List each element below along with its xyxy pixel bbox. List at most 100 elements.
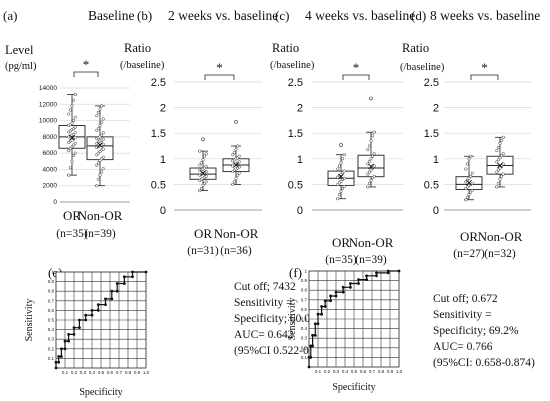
data-point xyxy=(470,188,474,193)
roc-point xyxy=(313,322,317,326)
data-point xyxy=(68,108,72,112)
roc-point xyxy=(375,271,378,275)
data-point xyxy=(73,131,77,135)
data-point xyxy=(198,188,202,193)
roc-point xyxy=(329,294,332,298)
data-point xyxy=(198,163,202,167)
y-axis-unit: (pg/ml) xyxy=(5,61,37,72)
y-tick-label: 10000 xyxy=(39,118,57,125)
category-label: Non-OR xyxy=(478,229,523,244)
data-point xyxy=(341,157,345,161)
data-point xyxy=(73,141,77,145)
y-axis-label: Level xyxy=(5,43,34,57)
data-point xyxy=(95,184,99,188)
x-axis-label: Specificity xyxy=(79,387,122,398)
y-tick-label: 14000 xyxy=(39,85,57,92)
roc-point xyxy=(349,285,352,289)
roc-point xyxy=(90,313,94,317)
data-point xyxy=(495,170,499,174)
data-point xyxy=(501,172,505,176)
x-tick-label: 0.9 xyxy=(134,370,141,375)
roc-point xyxy=(386,271,390,275)
data-point xyxy=(372,164,376,168)
data-point xyxy=(101,137,105,141)
roc-point xyxy=(72,333,76,336)
y-tick-label: 6000 xyxy=(43,150,58,157)
significance-star: * xyxy=(481,60,488,75)
roc-point xyxy=(104,303,107,307)
roc-point xyxy=(96,303,100,307)
roc-point xyxy=(329,299,332,303)
roc-point xyxy=(334,294,338,298)
mean-marker xyxy=(338,173,344,180)
y-tick-label: 0.5 xyxy=(424,179,439,191)
outlier-point xyxy=(369,96,373,101)
category-label: OR xyxy=(460,229,478,244)
data-point xyxy=(98,107,102,111)
roc-point xyxy=(323,305,327,308)
data-point xyxy=(339,179,343,183)
data-point xyxy=(101,167,105,171)
data-point xyxy=(67,149,71,153)
data-point xyxy=(101,117,105,121)
y-tick-label: 0.5 xyxy=(48,318,55,323)
data-point xyxy=(495,149,499,153)
data-point xyxy=(100,170,104,174)
data-point xyxy=(198,149,202,153)
boxplot-panel-3: (c) 4 weeks vs. baseline Ratio (/baseline) 0… xyxy=(270,8,415,266)
y-tick-label: 0.9 xyxy=(48,279,55,284)
y-axis-label: Sensitivity xyxy=(24,299,35,342)
data-point xyxy=(469,154,473,158)
data-point xyxy=(369,139,373,143)
y-tick-label: 12000 xyxy=(39,101,57,108)
data-point xyxy=(96,177,100,181)
sample-size-label: (n=35) xyxy=(325,254,357,266)
y-tick-label: 0.5 xyxy=(288,179,303,191)
category-label: Non-OR xyxy=(349,235,394,250)
y-axis-label: Ratio xyxy=(402,41,429,55)
y-tick-label: 0.3 xyxy=(301,336,308,341)
data-point xyxy=(367,144,371,148)
data-point xyxy=(464,198,468,202)
data-point xyxy=(337,193,341,197)
y-tick-label: 0 xyxy=(160,205,166,217)
roc-panel-1: (e)0.1 0.2 0.3 0.4 0.5 0.6 0.7 0.8 0.9 1.00.10.20… xyxy=(24,265,333,398)
roc-point xyxy=(54,360,58,364)
roc-point xyxy=(365,278,368,282)
mean-marker xyxy=(233,162,239,168)
x-tick-label: 0.6 xyxy=(107,370,114,375)
data-point xyxy=(367,181,371,185)
panel-label: (f) xyxy=(289,265,302,280)
data-point xyxy=(500,174,504,178)
y-tick-label: 1.5 xyxy=(288,128,303,140)
data-point xyxy=(96,110,100,114)
data-point xyxy=(72,119,76,123)
roc-stat-line: AUC= 0.642 xyxy=(234,329,294,341)
panel-label: (b) xyxy=(137,8,152,23)
data-point xyxy=(496,158,500,162)
x-tick-label: 0.5 xyxy=(351,369,358,374)
x-tick-label: 0.8 xyxy=(378,369,385,374)
y-tick-label: 0.7 xyxy=(301,297,308,302)
data-point xyxy=(496,168,500,172)
x-axis-label: Specificity xyxy=(332,382,375,393)
roc-panel-2: (f)0.1 0.2 0.3 0.4 0.5 0.6 0.7 0.8 0.9 1.00.10.20… xyxy=(287,265,535,393)
data-point xyxy=(369,157,373,161)
data-point xyxy=(369,178,373,182)
data-point xyxy=(372,130,376,134)
y-tick-label: 2.5 xyxy=(424,77,439,89)
data-point xyxy=(73,136,77,140)
data-point xyxy=(341,186,345,191)
roc-stat-line: (95%CI: 0.658-0.874) xyxy=(433,357,535,369)
data-point xyxy=(201,183,205,187)
x-tick-label: 0.9 xyxy=(387,369,394,374)
data-point xyxy=(369,168,373,172)
outlier-point xyxy=(234,120,238,124)
mean-marker xyxy=(200,170,206,176)
roc-point xyxy=(386,269,390,273)
roc-point xyxy=(78,326,81,330)
data-point xyxy=(95,163,99,167)
x-tick-label: 0.6 xyxy=(360,369,367,374)
roc-stat-line: Sensitivity = xyxy=(234,297,293,309)
sample-size-label: (n=27) xyxy=(453,248,485,260)
